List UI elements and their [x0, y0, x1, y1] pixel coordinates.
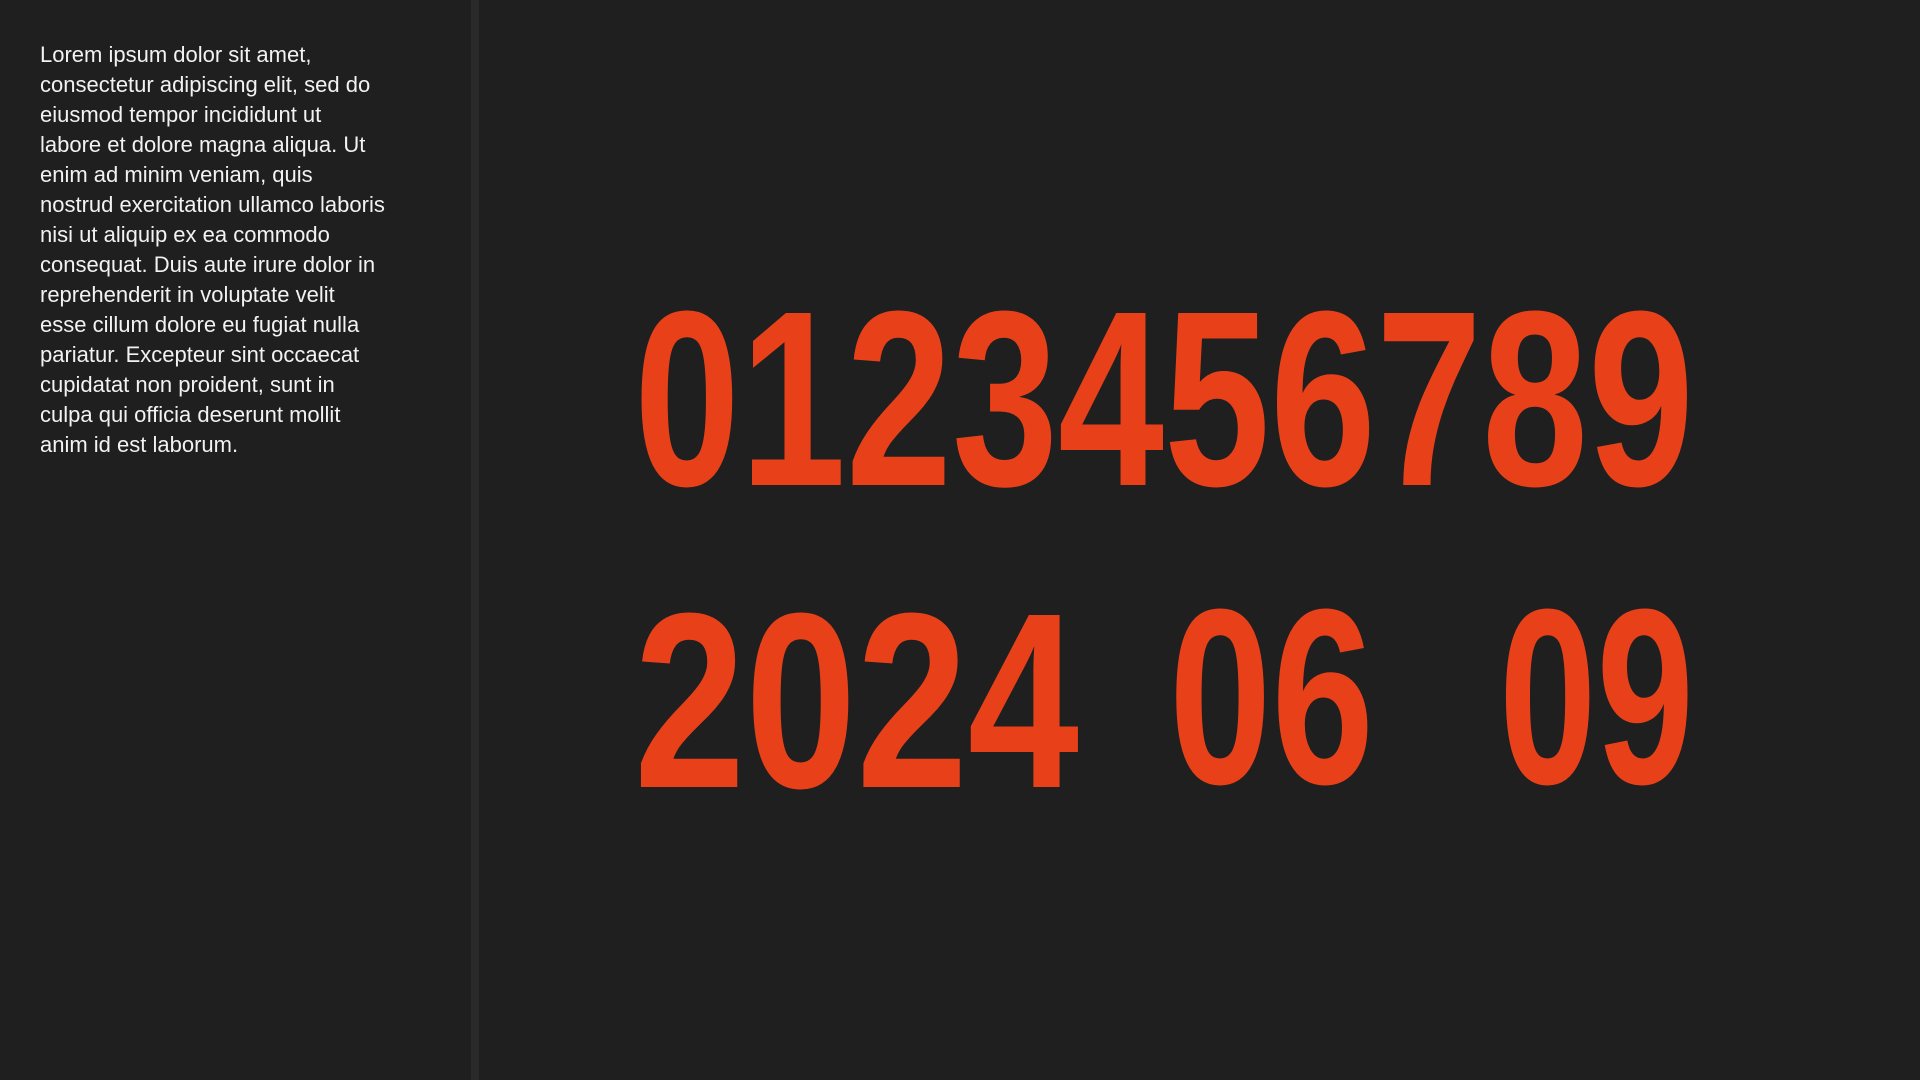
date-year: 2024 [634, 561, 1079, 840]
digit-specimen-stage: 0123456789 2024 06 09 [479, 0, 1920, 1080]
digits-0-to-9: 0123456789 [634, 259, 1694, 538]
lorem-ipsum-paragraph: Lorem ipsum dolor sit amet, consectetur … [40, 42, 385, 457]
sidebar-panel: Lorem ipsum dolor sit amet, consectetur … [0, 0, 471, 1080]
date-row: 2024 06 09 [634, 557, 1694, 840]
date-month: 06 [1169, 557, 1374, 836]
digits-row: 0123456789 [634, 259, 1694, 538]
date-day: 09 [1499, 557, 1694, 836]
panel-divider [471, 0, 479, 1080]
digit-specimen-svg: 0123456789 2024 06 09 [634, 259, 1694, 840]
